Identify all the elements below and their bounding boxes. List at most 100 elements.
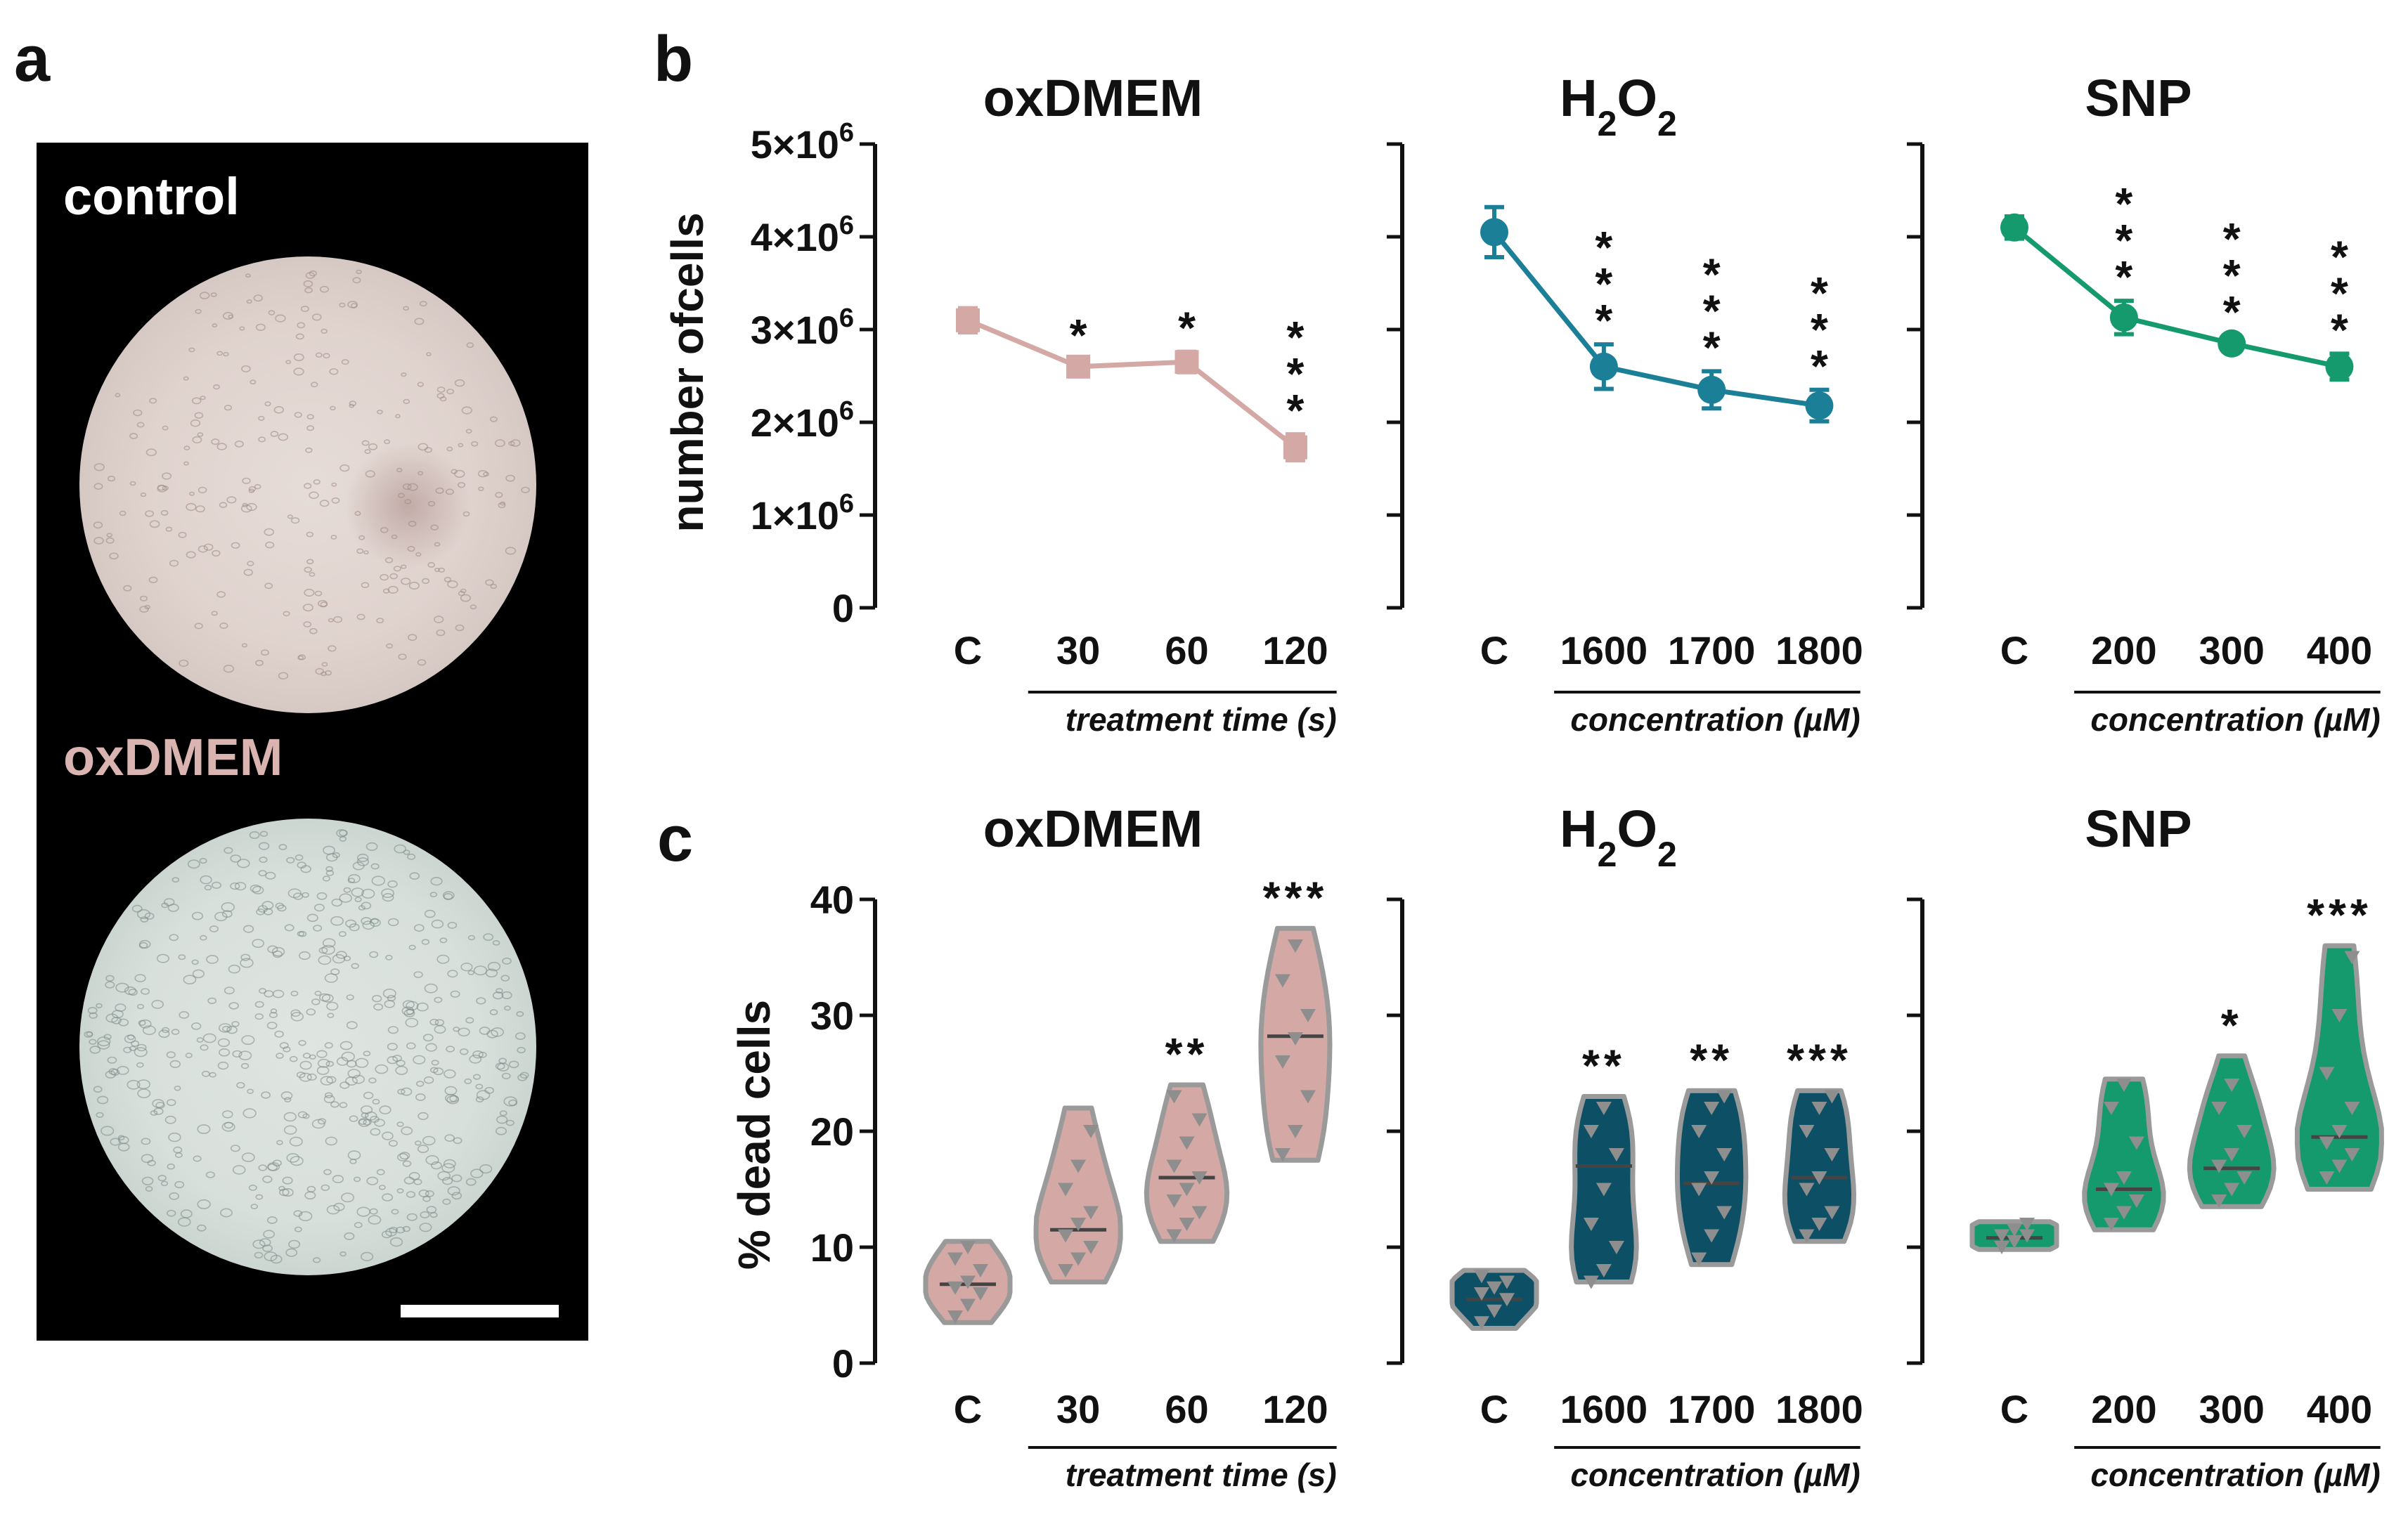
cell-dot: [358, 1118, 370, 1127]
cell-dot: [139, 606, 149, 613]
cell-dot: [127, 1079, 141, 1090]
x-tick-label: 30: [1056, 628, 1100, 672]
cell-dot: [447, 1186, 460, 1196]
cell-dot: [356, 269, 362, 275]
significance-stars: **: [1582, 1041, 1626, 1091]
cell-cluster: [344, 443, 471, 569]
cell-dot: [219, 622, 228, 629]
data-point-triangle: [1166, 1090, 1182, 1104]
cell-dot: [470, 1168, 484, 1178]
cell-dot: [252, 885, 264, 894]
cell-dot: [495, 1126, 507, 1135]
data-point-triangle: [960, 1241, 976, 1254]
cell-dot: [416, 1002, 429, 1012]
cell-dot: [297, 931, 304, 937]
cell-dot: [238, 1050, 252, 1060]
cell-dot: [332, 953, 346, 964]
cell-dot: [477, 469, 488, 478]
cell-dot: [405, 1017, 419, 1028]
cell-dot: [361, 901, 372, 910]
data-point-triangle: [973, 1287, 988, 1301]
cell-dot: [200, 935, 207, 941]
cell-dot: [266, 1216, 278, 1224]
cell-dot: [202, 1033, 216, 1043]
cell-dot: [149, 398, 157, 404]
cell-dot: [162, 1027, 170, 1034]
cell-dot: [346, 1021, 358, 1029]
cell-dot: [372, 1098, 380, 1105]
cell-dot: [401, 372, 407, 377]
cell-dot: [414, 318, 425, 325]
cell-dot: [346, 994, 354, 1001]
cell-dot: [505, 1119, 514, 1126]
cell-dot: [333, 616, 343, 623]
cell-dot: [109, 552, 119, 560]
cell-dot: [349, 401, 357, 407]
cell-dot: [315, 668, 325, 675]
data-point: [1174, 350, 1199, 375]
significance-stars: ***: [2307, 890, 2372, 940]
cell-dot: [387, 1055, 399, 1064]
data-point-triangle: [960, 1298, 976, 1313]
significance-star: *: [1595, 259, 1612, 309]
data-point-triangle: [1070, 1218, 1087, 1231]
x-tick-label: 200: [2091, 1387, 2156, 1431]
cell-dot: [302, 892, 309, 898]
cell-dot: [460, 594, 471, 602]
cell-dot: [218, 1023, 232, 1033]
cell-dot: [188, 347, 195, 353]
cell-dot: [446, 389, 455, 395]
cell-dot: [417, 471, 424, 476]
cell-dot: [445, 488, 454, 495]
cell-dot: [394, 844, 407, 854]
cell-dot: [402, 1000, 415, 1009]
cell-dot: [442, 1198, 451, 1205]
cell-dot: [417, 443, 429, 451]
cell-dot: [476, 997, 486, 1005]
cell-dot: [324, 1042, 333, 1049]
cell-dot: [192, 969, 205, 979]
cell-dot: [286, 1153, 300, 1163]
cell-dot: [422, 1135, 436, 1146]
cell-dot: [262, 1244, 273, 1252]
significance-star: *: [2115, 215, 2132, 266]
x-tick-label: 1600: [1560, 628, 1648, 672]
cell-dot: [119, 510, 127, 516]
data-point-triangle: [1474, 1287, 1489, 1301]
cell-dot: [338, 931, 347, 937]
cell-dot: [268, 310, 276, 315]
cell-dot: [240, 504, 252, 513]
cell-dot: [361, 582, 370, 589]
cell-dot: [472, 1050, 484, 1059]
cell-dot: [304, 588, 315, 597]
data-point-triangle: [2344, 1148, 2360, 1161]
cell-dot: [417, 659, 427, 666]
cell-dot: [133, 409, 143, 417]
cell-dot: [285, 1248, 298, 1257]
cell-dot: [472, 1074, 481, 1080]
cell-dot: [139, 1019, 152, 1029]
cell-dot: [391, 1209, 399, 1215]
cell-dot: [141, 1176, 154, 1185]
cell-dot: [288, 1239, 301, 1249]
data-point-triangle: [1583, 1275, 1599, 1289]
cell-dot: [255, 323, 266, 331]
cell-dot: [339, 1251, 347, 1257]
cell-dot: [105, 537, 115, 544]
cell-dot: [178, 954, 186, 961]
cell-dot: [381, 1230, 392, 1239]
cell-dot: [289, 1055, 298, 1062]
cell-dot: [311, 1119, 325, 1129]
cell-dot: [131, 904, 143, 913]
data-point-triangle: [1608, 1241, 1624, 1254]
cell-dot: [224, 405, 233, 411]
cell-dot: [165, 526, 173, 532]
cell-dot: [415, 1093, 426, 1101]
cell-dot: [406, 1042, 416, 1050]
cell-dot: [107, 1056, 117, 1064]
cell-dot: [206, 955, 219, 964]
cell-dot: [148, 576, 158, 583]
cell-dot: [169, 1192, 179, 1200]
data-point-triangle: [2128, 1136, 2144, 1150]
cell-dot: [306, 1185, 316, 1192]
